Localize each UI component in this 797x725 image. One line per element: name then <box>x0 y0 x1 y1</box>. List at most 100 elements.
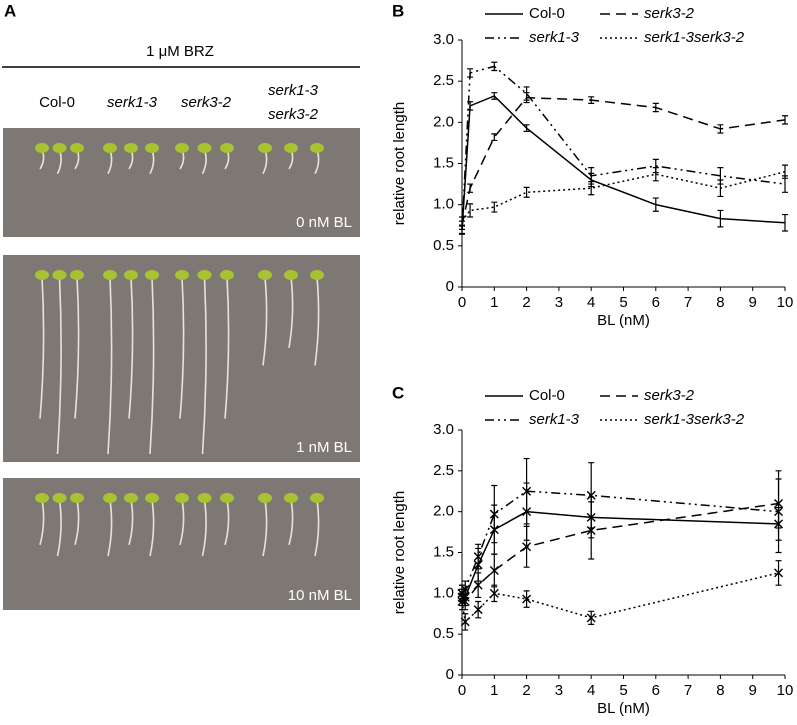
x-tick-label: 3 <box>555 294 563 311</box>
y-tick-label: 2.0 <box>433 503 454 520</box>
x-tick-label: 1 <box>490 682 498 699</box>
y-axis-title: relative root length <box>391 491 408 614</box>
cotyledon <box>220 143 234 153</box>
marker <box>522 594 532 604</box>
root <box>107 276 113 455</box>
cotyledon <box>284 143 298 153</box>
error-bar <box>717 179 724 198</box>
root <box>128 276 134 419</box>
cotyledon <box>52 493 67 503</box>
cotyledon <box>220 493 234 503</box>
cotyledon <box>197 493 212 503</box>
legend-label: serk1-3 <box>529 411 580 428</box>
error-bar <box>652 197 659 212</box>
y-tick-label: 0.5 <box>433 625 454 642</box>
x-tick-label: 10 <box>777 294 794 311</box>
y-tick-label: 1.5 <box>433 154 454 171</box>
x-tick-label: 6 <box>652 294 660 311</box>
x-tick-label: 0 <box>458 682 466 699</box>
x-tick-label: 8 <box>716 682 724 699</box>
x-tick-label: 5 <box>619 294 627 311</box>
series-line <box>461 171 786 222</box>
error-bar <box>459 216 465 226</box>
error-bar <box>467 68 474 78</box>
x-tick-label: 1 <box>490 294 498 311</box>
cotyledon <box>284 270 298 280</box>
marker <box>460 584 470 594</box>
series-line <box>461 96 786 226</box>
error-bar <box>588 96 595 104</box>
error-bar <box>782 115 788 125</box>
cotyledon <box>197 143 212 153</box>
treatment-label: 1 μM BRZ <box>146 43 214 60</box>
error-bar <box>491 61 498 72</box>
cotyledon <box>52 270 67 280</box>
marker <box>489 509 499 519</box>
series-line <box>461 572 779 624</box>
photo-label: 1 nM BL <box>296 439 352 456</box>
x-tick-label: 7 <box>684 682 692 699</box>
root <box>56 499 62 557</box>
x-tick-label: 10 <box>777 682 794 699</box>
marker <box>586 613 596 623</box>
x-tick-label: 0 <box>458 294 466 311</box>
root <box>179 499 185 546</box>
series-line <box>461 95 786 231</box>
cotyledon <box>258 493 272 503</box>
root <box>314 499 320 557</box>
cotyledon <box>103 270 117 280</box>
y-tick-label: 2.0 <box>433 113 454 130</box>
legend-label: serk3-2 <box>644 387 695 404</box>
cotyledon <box>258 270 272 280</box>
x-tick-label: 4 <box>587 294 595 311</box>
cotyledon <box>35 493 49 503</box>
error-bar <box>782 164 788 179</box>
error-bar <box>717 209 724 228</box>
root <box>262 276 268 366</box>
cotyledon <box>124 143 138 153</box>
error-bar <box>523 86 530 101</box>
root <box>201 276 207 455</box>
root <box>179 276 185 419</box>
series-line <box>461 65 786 230</box>
root <box>262 499 268 557</box>
root <box>39 276 45 419</box>
legend-label: serk1-3serk3-2 <box>644 29 745 46</box>
photo-label: 0 nM BL <box>296 214 352 231</box>
x-tick-label: 7 <box>684 294 692 311</box>
error-bar <box>523 186 530 198</box>
series-line <box>461 490 779 594</box>
error-bar <box>523 124 530 132</box>
cotyledon <box>124 493 138 503</box>
cotyledon <box>175 493 189 503</box>
root <box>288 276 294 348</box>
marker <box>774 507 784 517</box>
root <box>224 276 230 419</box>
cotyledon <box>145 143 159 153</box>
x-tick-label: 9 <box>749 294 757 311</box>
y-tick-label: 3.0 <box>433 31 454 48</box>
y-tick-label: 2.5 <box>433 462 454 479</box>
y-tick-label: 2.5 <box>433 72 454 89</box>
legend-label: serk1-3serk3-2 <box>644 411 745 428</box>
root <box>314 276 320 366</box>
cotyledon <box>258 143 272 153</box>
cotyledon <box>197 270 212 280</box>
photo-label: 10 nM BL <box>288 587 352 604</box>
cotyledon <box>175 270 189 280</box>
y-tick-label: 3.0 <box>433 421 454 438</box>
x-tick-label: 4 <box>587 682 595 699</box>
root <box>74 276 80 419</box>
cotyledon <box>103 143 117 153</box>
cotyledon <box>175 143 189 153</box>
cotyledon <box>35 270 49 280</box>
marker <box>489 565 499 575</box>
cotyledon <box>52 143 67 153</box>
error-bar <box>782 213 788 232</box>
root <box>128 499 134 546</box>
root <box>288 499 294 546</box>
marker <box>489 588 499 598</box>
cotyledon <box>35 143 49 153</box>
marker <box>473 552 483 562</box>
